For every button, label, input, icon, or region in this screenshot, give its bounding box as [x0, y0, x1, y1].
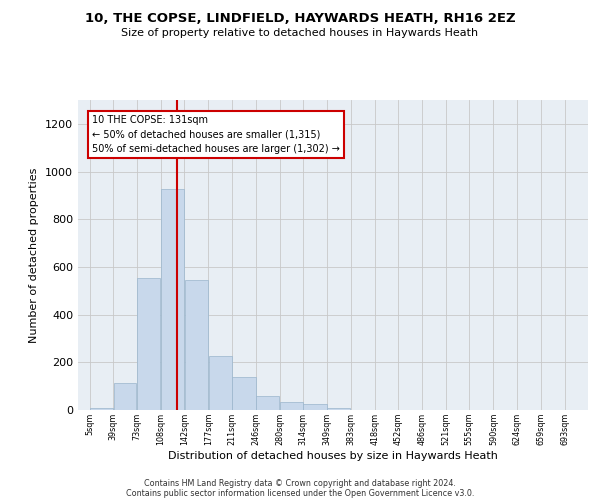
- Y-axis label: Number of detached properties: Number of detached properties: [29, 168, 40, 342]
- Bar: [280, 402, 302, 410]
- Text: Contains public sector information licensed under the Open Government Licence v3: Contains public sector information licen…: [126, 488, 474, 498]
- Bar: [304, 404, 327, 410]
- Bar: [137, 278, 160, 410]
- Bar: [232, 376, 256, 410]
- Text: 10 THE COPSE: 131sqm
← 50% of detached houses are smaller (1,315)
50% of semi-de: 10 THE COPSE: 131sqm ← 50% of detached h…: [92, 115, 340, 154]
- Bar: [256, 396, 279, 410]
- Bar: [161, 190, 184, 410]
- Bar: [185, 280, 208, 410]
- Bar: [90, 408, 113, 410]
- Text: 10, THE COPSE, LINDFIELD, HAYWARDS HEATH, RH16 2EZ: 10, THE COPSE, LINDFIELD, HAYWARDS HEATH…: [85, 12, 515, 26]
- Text: Size of property relative to detached houses in Haywards Heath: Size of property relative to detached ho…: [121, 28, 479, 38]
- Bar: [328, 408, 350, 410]
- Bar: [209, 356, 232, 410]
- Text: Contains HM Land Registry data © Crown copyright and database right 2024.: Contains HM Land Registry data © Crown c…: [144, 478, 456, 488]
- X-axis label: Distribution of detached houses by size in Haywards Heath: Distribution of detached houses by size …: [168, 451, 498, 461]
- Bar: [113, 382, 136, 410]
